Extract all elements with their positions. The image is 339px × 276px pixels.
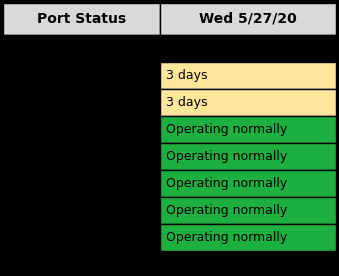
Bar bbox=[3, 170, 160, 197]
Text: Operating normally: Operating normally bbox=[166, 231, 287, 244]
Bar bbox=[3, 3, 160, 35]
Bar bbox=[3, 62, 160, 89]
Bar bbox=[3, 35, 160, 62]
Bar bbox=[160, 35, 336, 62]
Bar bbox=[160, 224, 336, 251]
Bar bbox=[160, 3, 336, 35]
Bar bbox=[160, 170, 336, 197]
Bar bbox=[3, 224, 160, 251]
Text: Operating normally: Operating normally bbox=[166, 150, 287, 163]
Bar bbox=[3, 89, 160, 116]
Text: Port Status: Port Status bbox=[37, 12, 126, 26]
Text: Operating normally: Operating normally bbox=[166, 123, 287, 136]
Bar bbox=[160, 62, 336, 89]
Bar bbox=[3, 197, 160, 224]
Text: Wed 5/27/20: Wed 5/27/20 bbox=[199, 12, 297, 26]
Bar bbox=[3, 143, 160, 170]
Bar bbox=[3, 116, 160, 143]
Bar bbox=[160, 116, 336, 143]
Text: Operating normally: Operating normally bbox=[166, 177, 287, 190]
Bar bbox=[160, 197, 336, 224]
Bar bbox=[160, 89, 336, 116]
Text: 3 days: 3 days bbox=[166, 96, 207, 109]
Bar bbox=[160, 143, 336, 170]
Text: 3 days: 3 days bbox=[166, 69, 207, 82]
Text: Operating normally: Operating normally bbox=[166, 204, 287, 217]
